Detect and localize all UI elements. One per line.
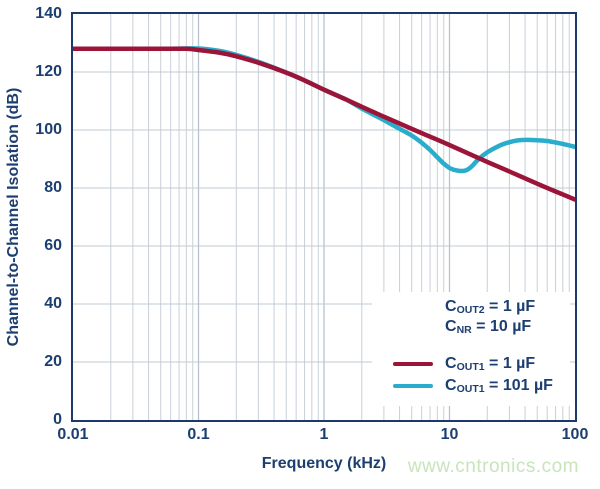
y-tick-label: 140 (35, 5, 62, 22)
series-curve-out1-1 (73, 46, 575, 202)
legend: COUT2 = 1 µF CNR = 10 µF COUT1 = 1 µF COUT1… (372, 292, 570, 406)
legend-item-cnr: CNR = 10 µF (393, 317, 531, 337)
x-axis-title: Frequency (kHz) (261, 455, 387, 472)
legend-swatch-line (393, 361, 433, 367)
y-tick-label: 100 (35, 121, 62, 138)
legend-item-cout1-101uf: COUT1 = 101 µF (393, 376, 553, 396)
x-tick-label: 0.1 (187, 426, 210, 443)
legend-label: COUT1 = 101 µF (445, 377, 553, 395)
y-tick-label: 80 (44, 179, 62, 196)
watermark: www.cntronics.com (407, 456, 579, 477)
legend-label: COUT1 = 1 µF (445, 355, 536, 373)
y-tick-label: 120 (35, 63, 62, 80)
legend-swatch-line (393, 383, 433, 389)
x-tick-label: 0.01 (57, 426, 89, 443)
legend-item-cout2: COUT2 = 1 µF (393, 297, 535, 317)
y-tick-label: 0 (53, 411, 62, 428)
y-tick-label: 60 (44, 237, 62, 254)
legend-label: COUT2 = 1 µF (445, 298, 536, 316)
y-tick-label: 40 (44, 295, 62, 312)
plot-area: COUT2 = 1 µF CNR = 10 µF COUT1 = 1 µF COUT1… (71, 12, 577, 422)
x-tick-label: 1 (319, 426, 329, 443)
y-tick-label: 20 (44, 353, 62, 370)
x-tick-label: 100 (561, 426, 589, 443)
legend-item-cout1-1uf: COUT1 = 1 µF (393, 354, 535, 374)
x-tick-label: 10 (440, 426, 459, 443)
legend-label: CNR = 10 µF (445, 318, 532, 336)
